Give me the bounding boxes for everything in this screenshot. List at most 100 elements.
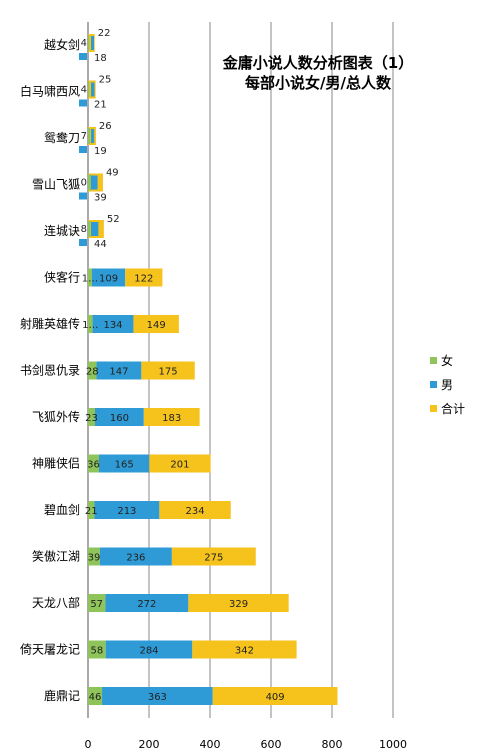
bar-total bbox=[171, 547, 256, 566]
data-label-female: 23 bbox=[85, 413, 98, 424]
data-label-male: 134 bbox=[103, 320, 122, 331]
category-label: 天龙八部 bbox=[32, 595, 80, 610]
category-label: 碧血剑 bbox=[44, 502, 80, 517]
data-label-total: 409 bbox=[266, 692, 285, 703]
data-label-total: 149 bbox=[147, 320, 166, 331]
category-label: 连城诀 bbox=[44, 223, 80, 238]
legend-swatch bbox=[430, 405, 437, 412]
category-label: 倚天屠龙记 bbox=[20, 643, 80, 657]
bar-male bbox=[91, 175, 98, 190]
bar-male bbox=[94, 501, 160, 519]
data-label-female: 8 bbox=[81, 224, 87, 235]
bar-total bbox=[141, 361, 195, 380]
bar-total bbox=[143, 408, 200, 426]
bar-male bbox=[98, 454, 150, 473]
x-tick-label: 400 bbox=[200, 738, 221, 751]
data-label-total: 329 bbox=[229, 599, 248, 610]
bar-male-marker bbox=[79, 146, 87, 153]
data-label-male: 147 bbox=[109, 367, 128, 378]
data-label-male: 236 bbox=[126, 553, 145, 564]
bar-female bbox=[88, 640, 106, 659]
data-label-male: 284 bbox=[139, 646, 158, 657]
chart-subtitle: 每部小说女/男/总人数 bbox=[245, 74, 392, 92]
category-label: 鹿鼎记 bbox=[44, 688, 80, 703]
data-label-total: 26 bbox=[99, 121, 112, 132]
data-label-male: 272 bbox=[137, 599, 156, 610]
category-label: 白马啸西风 bbox=[20, 84, 80, 99]
data-label-total: 234 bbox=[186, 506, 205, 517]
bar-total bbox=[159, 501, 231, 519]
bar-female bbox=[88, 35, 90, 51]
category-label: 神雕侠侣 bbox=[32, 456, 80, 471]
data-label-total: 201 bbox=[170, 460, 189, 471]
data-label-total: 183 bbox=[162, 413, 181, 424]
data-label-male: 44 bbox=[94, 239, 107, 250]
bar-male bbox=[99, 547, 172, 566]
data-label-female: 7 bbox=[81, 131, 87, 142]
data-label-total: 22 bbox=[98, 28, 111, 39]
data-label-female: 10 bbox=[74, 178, 87, 189]
data-label-male: 213 bbox=[117, 506, 136, 517]
data-label-male: 21 bbox=[94, 100, 107, 111]
bar-total bbox=[188, 594, 289, 612]
bar-female bbox=[88, 687, 103, 705]
data-label-total: 342 bbox=[235, 646, 254, 657]
bar-total bbox=[133, 315, 179, 333]
bar-female bbox=[88, 315, 93, 333]
bar-male bbox=[105, 640, 193, 659]
data-label-total: 122 bbox=[134, 274, 153, 285]
bar-male-marker bbox=[79, 53, 87, 60]
category-label: 书剑恩仇录 bbox=[20, 363, 80, 378]
bar-male bbox=[91, 222, 99, 236]
data-label-female: 36 bbox=[87, 460, 100, 471]
data-label-female: 4 bbox=[81, 85, 87, 96]
bar-male bbox=[105, 594, 189, 612]
legend-swatch bbox=[430, 357, 437, 364]
category-label: 笑傲江湖 bbox=[32, 549, 80, 564]
bar-total bbox=[192, 640, 297, 659]
bar-total bbox=[149, 454, 211, 473]
bar-female bbox=[88, 221, 91, 237]
data-label-total: 52 bbox=[107, 214, 120, 225]
bar-male bbox=[95, 408, 144, 426]
bar-female bbox=[88, 408, 96, 426]
legend-swatch bbox=[430, 381, 437, 388]
chart-title: 金庸小说人数分析图表（1） bbox=[222, 54, 413, 72]
data-label-total: 175 bbox=[159, 367, 178, 378]
data-label-male: 18 bbox=[94, 53, 107, 64]
bar-male-marker bbox=[79, 192, 87, 200]
data-label-male: 109 bbox=[99, 274, 118, 285]
bar-male bbox=[92, 315, 134, 333]
category-label: 飞狐外传 bbox=[32, 409, 80, 424]
data-label-male: 363 bbox=[148, 692, 167, 703]
x-tick-label: 600 bbox=[261, 738, 282, 751]
bar-female bbox=[88, 594, 106, 612]
data-label-male: 165 bbox=[115, 460, 134, 471]
bar-male-marker bbox=[79, 239, 87, 246]
category-label: 射雕英雄传 bbox=[20, 316, 80, 331]
data-label-female: 4 bbox=[81, 38, 87, 49]
data-label-female: 46 bbox=[89, 692, 102, 703]
bar-male bbox=[91, 36, 95, 50]
data-label-male: 39 bbox=[94, 193, 107, 204]
bar-female bbox=[88, 361, 97, 380]
bar-male bbox=[91, 268, 126, 287]
x-tick-label: 200 bbox=[139, 738, 160, 751]
data-label-female: 57 bbox=[90, 599, 103, 610]
category-label: 侠客行 bbox=[44, 270, 80, 285]
bar-male bbox=[91, 129, 95, 143]
data-label-female: 39 bbox=[88, 553, 101, 564]
legend-label: 女 bbox=[441, 353, 453, 368]
data-label-total: 275 bbox=[204, 553, 223, 564]
bar-female bbox=[88, 81, 90, 98]
bar-male bbox=[96, 361, 142, 380]
data-label-male: 19 bbox=[94, 146, 107, 157]
bar-female bbox=[88, 128, 91, 144]
data-label-female: 58 bbox=[90, 646, 103, 657]
bar-male bbox=[91, 82, 95, 97]
bar-total bbox=[212, 687, 338, 705]
